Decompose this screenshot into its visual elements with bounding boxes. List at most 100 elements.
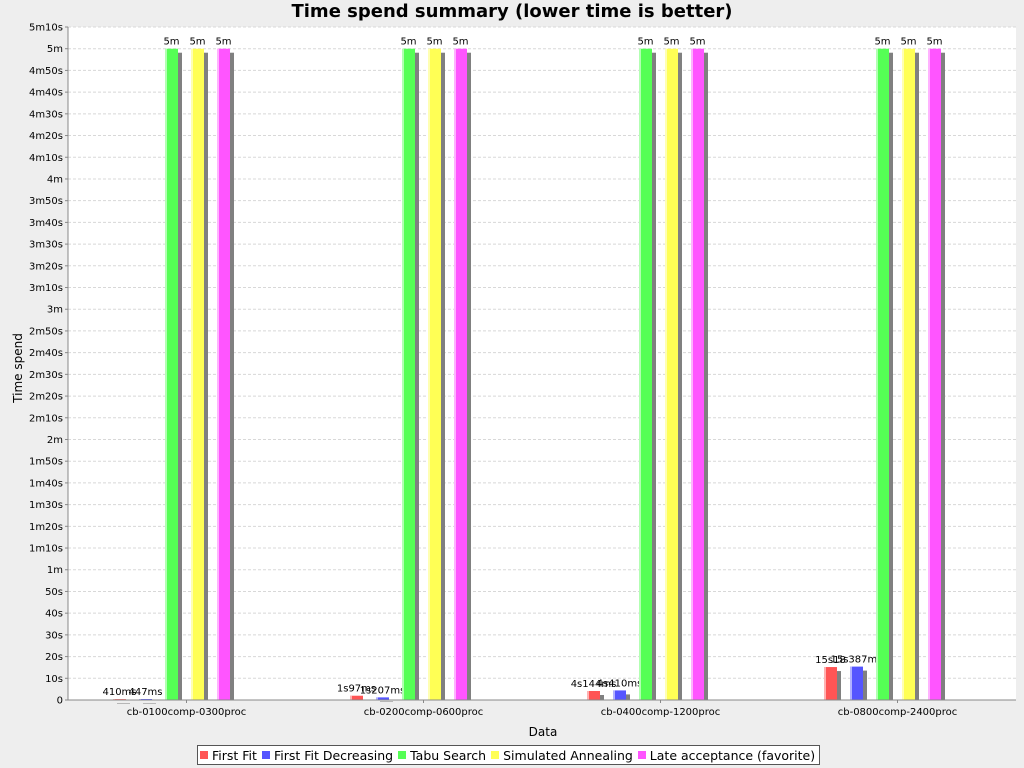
bar xyxy=(665,48,678,701)
bar xyxy=(350,695,363,700)
y-tick-label: 3m20s xyxy=(29,261,63,272)
y-tick-label: 2m10s xyxy=(29,413,63,424)
legend-swatch xyxy=(398,751,407,759)
bar-highlight xyxy=(928,48,930,701)
legend-swatch xyxy=(637,751,646,759)
bar-highlight xyxy=(217,48,219,701)
data-label: 5m xyxy=(663,37,679,48)
legend-item: First Fit Decreasing xyxy=(261,747,394,763)
y-tick-label: 50s xyxy=(45,587,63,598)
y-tick-label: 2m xyxy=(47,435,63,446)
y-tick-label: 3m40s xyxy=(29,218,63,229)
bar xyxy=(402,48,415,701)
bar xyxy=(928,48,941,701)
y-tick-label: 30s xyxy=(45,630,63,641)
data-label: 5m xyxy=(452,37,468,48)
legend-label: First Fit xyxy=(212,747,257,763)
bar-highlight xyxy=(376,697,378,700)
bar-highlight xyxy=(691,48,693,701)
bar-highlight xyxy=(850,666,852,700)
y-tick-label: 1m50s xyxy=(29,457,63,468)
y-tick-label: 1m10s xyxy=(29,544,63,555)
legend-item: First Fit xyxy=(200,748,257,763)
data-label: 4s144ms xyxy=(571,679,617,690)
data-label: 5m xyxy=(215,37,231,48)
bar xyxy=(191,48,204,701)
y-tick-label: 2m20s xyxy=(29,392,63,403)
y-tick-label: 4m40s xyxy=(29,88,63,99)
bar-highlight xyxy=(191,48,193,701)
data-label: 1s97ms xyxy=(337,684,376,695)
y-tick-label: 3m10s xyxy=(29,283,63,294)
y-tick-label: 40s xyxy=(45,609,63,620)
bar xyxy=(850,666,863,700)
y-tick-label: 3m30s xyxy=(29,240,63,251)
data-label: 5m xyxy=(400,37,416,48)
bar xyxy=(613,690,626,700)
y-tick-label: 10s xyxy=(45,674,63,685)
data-label: 1s207ms xyxy=(360,685,406,696)
data-label: 447ms xyxy=(128,687,162,698)
bar-highlight xyxy=(402,48,404,701)
bar xyxy=(824,667,837,700)
bar-highlight xyxy=(454,48,456,701)
data-label: 15s387ms xyxy=(831,655,883,666)
bar xyxy=(428,48,441,701)
data-label: 5m xyxy=(900,37,916,48)
bar-highlight xyxy=(665,48,667,701)
data-label: 5m xyxy=(689,37,705,48)
y-tick-label: 2m40s xyxy=(29,348,63,359)
bar-highlight xyxy=(639,48,641,701)
legend: First Fit First Fit Decreasing Tabu Search… xyxy=(197,745,821,765)
y-tick-label: 4m50s xyxy=(29,66,63,77)
legend-swatch xyxy=(491,751,500,759)
data-label: 15s18 xyxy=(815,655,846,666)
plot-background xyxy=(68,27,1016,700)
y-tick-label: 2m50s xyxy=(29,326,63,337)
data-label: 410ms xyxy=(102,687,136,698)
legend-label: Simulated Annealing xyxy=(503,747,633,763)
x-tick-label: cb-0400comp-1200proc xyxy=(601,707,721,718)
legend-label: Tabu Search xyxy=(410,747,487,763)
bar-highlight xyxy=(876,48,878,701)
data-label: 5m xyxy=(163,37,179,48)
data-label: 4s410ms xyxy=(597,678,643,689)
bar-highlight xyxy=(428,48,430,701)
bar xyxy=(691,48,704,701)
y-tick-label: 20s xyxy=(45,652,63,663)
legend-swatch xyxy=(200,751,208,759)
data-label: 5m xyxy=(926,37,942,48)
legend-label: First Fit Decreasing xyxy=(273,747,394,763)
data-label: 5m xyxy=(874,37,890,48)
bar xyxy=(376,697,389,700)
y-tick-label: 4m10s xyxy=(29,153,63,164)
y-tick-label: 2m30s xyxy=(29,370,63,381)
y-tick-label: 4m xyxy=(47,174,63,185)
axis-layer: 0 10s 20s 30s 40s 50s 1m 1m10s 1m20s 1m30s 1m40s 1m… xyxy=(29,23,1016,718)
x-tick-label: cb-0800comp-2400proc xyxy=(838,707,958,718)
chart-title: Time spend summary (lower time is better… xyxy=(291,1,733,22)
bar xyxy=(639,48,652,701)
bar-shadow xyxy=(380,701,393,702)
y-tick-label: 4m20s xyxy=(29,131,63,142)
data-label: 5m xyxy=(189,37,205,48)
bar-highlight xyxy=(824,667,826,700)
y-tick-label: 5m10s xyxy=(29,23,63,34)
legend-label: Late acceptance (favorite) xyxy=(649,747,816,763)
bar-highlight xyxy=(165,48,167,701)
x-tick-label: cb-0100comp-0300proc xyxy=(127,707,247,718)
bar xyxy=(165,48,178,701)
bar xyxy=(454,48,467,701)
legend-item: Simulated Annealing xyxy=(491,748,633,763)
bar-shadow xyxy=(117,703,130,704)
y-tick-label: 5m xyxy=(47,44,63,55)
x-tick-label: cb-0200comp-0600proc xyxy=(364,707,484,718)
y-tick-label: 1m xyxy=(47,565,63,576)
data-label: 5m xyxy=(637,37,653,48)
y-tick-label: 1m30s xyxy=(29,500,63,511)
bar xyxy=(902,48,915,701)
bar xyxy=(217,48,230,701)
